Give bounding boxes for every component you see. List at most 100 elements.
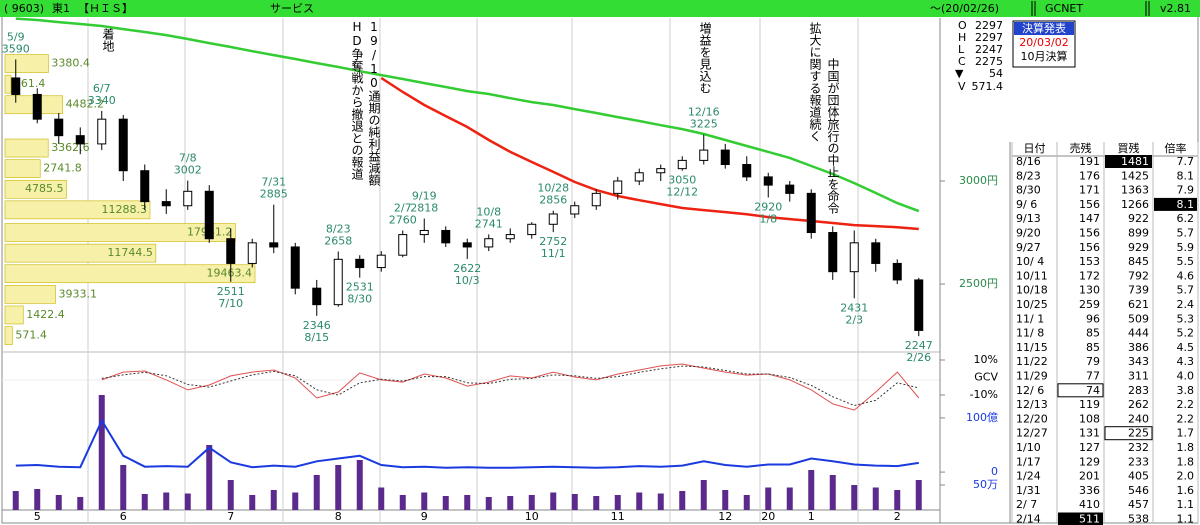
table-cell: 283 [1128,384,1149,397]
candle-body [226,238,236,264]
table-cell: 922 [1128,212,1149,225]
profile-bar [4,264,256,284]
candle-body [892,262,902,281]
profile-bar [4,285,56,304]
volume-bar [657,493,664,510]
volume-bar [485,497,492,510]
table-cell: 5.2 [1177,327,1195,340]
annotation-date: 8/23 [326,222,351,235]
volume-bar [292,492,299,510]
table-cell: 77 [1086,370,1100,383]
y-tick-label: 50万 [973,478,998,491]
profile-bar [4,159,41,178]
table-cell: 2.2 [1177,412,1195,425]
annotation-value: 3002 [174,164,202,177]
candle-body [591,192,601,207]
table-cell: 130 [1079,284,1100,297]
table-cell: 929 [1128,241,1149,254]
annotation-value: 3225 [690,118,718,131]
table-cell: 8.1 [1177,169,1195,182]
profile-bar [4,54,49,73]
annotation-date: 2/7 [394,201,412,214]
volume-bar [442,496,449,510]
profile-bar [4,179,67,199]
annotation-date: 1/8 [759,212,777,225]
volume-bar [786,487,793,510]
volume-label: V [958,80,966,93]
annotation-value: 2531 [346,281,374,294]
y2-tick-label: 100億 [966,411,998,424]
x-tick-label: 12 [718,510,732,523]
annotation-value: 2247 [905,339,933,352]
annotation-date: 8/15 [304,331,329,344]
table-cell: 457 [1128,498,1149,511]
x-tick-label: 1 [808,510,815,523]
volume-bar [851,485,858,510]
candle-body [54,118,64,137]
profile-bar [4,305,24,325]
annotation-value: 2622 [453,262,481,275]
candle-body [763,176,773,186]
candle-body [419,229,429,236]
candle-body [290,246,300,289]
volume-bar [808,470,815,510]
profile-label: 571.4 [15,329,47,342]
table-cell: 4.3 [1177,355,1195,368]
cell-highlight [1154,197,1197,211]
profile-bar [4,326,13,345]
table-cell: 1.7 [1177,427,1195,440]
profile-label: 3933.1 [59,287,98,300]
table-cell: 1.8 [1177,455,1195,468]
annotation-date: 5/9 [7,30,25,43]
news-group: 着地 HD争奪戦から撤退との報道 19/10通期の純利益減額 増益を見込む 拡大… [101,20,840,214]
volume-bar [206,445,213,510]
table-header: 倍率 [1165,142,1187,155]
news-text: 増益を見込む [698,22,712,94]
quote-value: 2247 [975,43,1003,56]
news-text: 着地 [101,27,115,52]
volume-bar [614,495,621,510]
stock-code: ( 9603) [4,2,44,15]
table-cell: 156 [1079,198,1100,211]
annotation-date: 6/7 [93,82,111,95]
table-cell: 12/27 [1016,427,1048,440]
table-cell: 1363 [1121,184,1149,197]
volume-bar [34,489,41,510]
candle-body [677,159,687,170]
y2-tick-label: 0 [991,465,998,478]
volume-bar [765,487,772,510]
candle-body [613,180,623,194]
candle-body [269,242,279,248]
volume-bar [313,475,320,510]
table-cell: 1.8 [1177,441,1195,454]
annotation-value: 2856 [539,194,567,207]
annotation-value: 2920 [754,200,782,213]
news-text: 19/10通期の純利益減額 [367,20,381,186]
candle-body [333,258,343,306]
annotation-date: 10/8 [476,205,501,218]
volume-bar [421,492,428,510]
table-cell: 9/27 [1016,241,1041,254]
profile-label: 4482.2 [66,98,105,111]
annotation-value: 2818 [410,202,438,215]
y-tick-label: 10% [974,353,998,366]
change-value: 54 [989,67,1003,80]
table-header: 買残 [1118,141,1140,155]
value-line [15,418,919,469]
volume-bar [335,465,342,510]
news-text: 拡大に関する報道続く [808,22,822,142]
y-tick-label: -10% [970,388,998,401]
cell-highlight [1058,512,1103,525]
annotation-date: 8/30 [347,293,372,306]
table-cell: 10/25 [1016,298,1048,311]
table-cell: 96 [1086,312,1100,325]
table-cell: 9/20 [1016,227,1041,240]
quote-value: 2297 [975,31,1003,44]
table-cell: 3.8 [1177,384,1195,397]
table-cell: 311 [1128,370,1149,383]
candle-body [527,223,537,236]
table-cell: 1.1 [1177,513,1195,525]
table-cell: 8.1 [1177,198,1195,211]
annotation-date: 12/12 [666,186,698,199]
table-cell: 12/ 6 [1016,384,1044,397]
